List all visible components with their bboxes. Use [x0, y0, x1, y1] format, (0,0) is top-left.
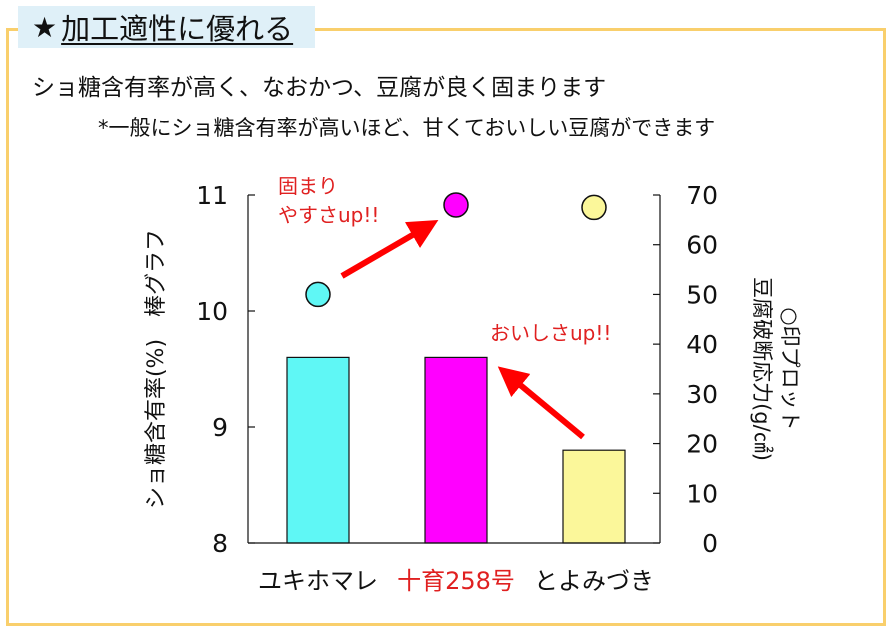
right-axis-title-line1: 豆腐破断応力(g/㎠): [750, 277, 774, 461]
left-tick-label: 9: [212, 413, 228, 442]
left-tick-label: 10: [196, 297, 228, 326]
section-title: 加工適性に優れる: [61, 12, 294, 46]
plot-point-3: [581, 194, 607, 221]
star-icon: ★: [32, 10, 58, 44]
plot-point-2: [443, 192, 469, 218]
right-tick-label: 10: [686, 479, 718, 508]
annotation-taste: おいしさup!!: [490, 321, 611, 345]
left-axis-title: ショ糖含有率(%) 棒グラフ: [144, 229, 169, 509]
category-label: とよみづき: [534, 567, 654, 595]
right-tick-label: 50: [686, 280, 718, 309]
right-tick-label: 20: [686, 430, 718, 459]
section-title-tab: ★ 加工適性に優れる: [18, 6, 316, 48]
right-axis-title-line2: ○印プロット: [778, 307, 802, 430]
plot-point-1: [305, 281, 331, 308]
right-tick-label: 40: [686, 330, 718, 359]
right-tick-label: 70: [686, 181, 718, 210]
left-tick-label: 8: [212, 529, 228, 558]
annotation-firmness-line2: やすさup!!: [278, 203, 379, 227]
left-tick-label: 11: [196, 181, 228, 210]
arrow-firmness: [340, 219, 439, 279]
arrow-taste: [497, 366, 585, 440]
footnote-text: *一般にショ糖含有率が高いほど、甘くておいしい豆腐ができます: [98, 116, 716, 140]
right-tick-label: 30: [686, 380, 718, 409]
bar-3: [562, 449, 626, 544]
bar-2: [424, 356, 488, 544]
right-tick-label: 60: [686, 231, 718, 260]
right-tick-label: 0: [702, 529, 718, 558]
category-label: ユキホマレ: [258, 567, 378, 595]
category-label: 十育258号: [397, 567, 515, 595]
bar-1: [286, 356, 350, 544]
annotation-firmness-line1: 固まり: [278, 174, 338, 198]
headline-text: ショ糖含有率が高く、なおかつ、豆腐が良く固まります: [32, 75, 607, 101]
